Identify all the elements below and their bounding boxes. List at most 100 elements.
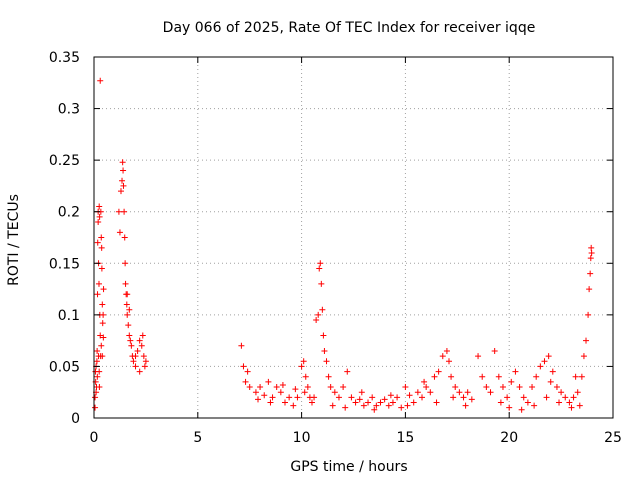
data-point [94, 291, 101, 298]
data-point [398, 404, 405, 411]
data-point [585, 311, 592, 318]
data-point [464, 389, 471, 396]
data-point [302, 373, 309, 380]
data-point [98, 244, 105, 251]
data-point [261, 392, 268, 399]
data-point [419, 394, 426, 401]
data-point [95, 280, 102, 287]
data-point [360, 402, 367, 409]
data-point [423, 384, 430, 391]
y-tick-label: 0.3 [58, 102, 80, 118]
data-point [588, 249, 595, 256]
data-point [120, 167, 127, 174]
x-tick-label: 15 [396, 430, 414, 446]
data-point [433, 399, 440, 406]
data-point [142, 358, 149, 365]
data-point [140, 353, 147, 360]
data-point [491, 347, 498, 354]
data-point [456, 389, 463, 396]
x-tick-label: 0 [90, 430, 99, 446]
data-point [445, 358, 452, 365]
data-point [121, 234, 128, 241]
data-point [290, 402, 297, 409]
data-point [265, 378, 272, 385]
data-point [119, 159, 126, 166]
data-point [558, 389, 565, 396]
data-point [410, 399, 417, 406]
data-point [329, 402, 336, 409]
data-point [134, 347, 141, 354]
data-point [313, 317, 320, 324]
data-point [98, 342, 105, 349]
data-point [545, 353, 552, 360]
data-point [497, 399, 504, 406]
data-point [533, 373, 540, 380]
data-point [531, 402, 538, 409]
data-point [562, 394, 569, 401]
data-point [315, 311, 322, 318]
data-point [132, 353, 139, 360]
data-point [414, 389, 421, 396]
data-point [99, 353, 106, 360]
data-point [331, 389, 338, 396]
data-point [252, 389, 259, 396]
data-point [574, 389, 581, 396]
data-point [352, 399, 359, 406]
data-point [323, 358, 330, 365]
data-point [520, 394, 527, 401]
data-point [588, 244, 595, 251]
data-point [448, 373, 455, 380]
data-point [443, 347, 450, 354]
data-point [512, 368, 519, 375]
data-point [377, 399, 384, 406]
data-point [506, 404, 513, 411]
data-point [100, 286, 107, 293]
data-point [387, 392, 394, 399]
chart-title: Day 066 of 2025, Rate Of TEC Index for r… [163, 20, 536, 36]
data-point [273, 384, 280, 391]
data-point [294, 394, 301, 401]
data-point [98, 234, 105, 241]
data-point [580, 353, 587, 360]
data-point [257, 384, 264, 391]
data-point [549, 368, 556, 375]
data-point [116, 229, 123, 236]
data-point [439, 353, 446, 360]
data-point [529, 384, 536, 391]
data-point [319, 306, 326, 313]
data-point [96, 368, 103, 375]
data-point [281, 399, 288, 406]
data-point [421, 378, 428, 385]
data-point [120, 182, 127, 189]
data-point [136, 337, 143, 344]
data-point [124, 311, 131, 318]
data-point [572, 373, 579, 380]
data-point [92, 404, 99, 411]
data-point [435, 368, 442, 375]
y-tick-label: 0.15 [49, 256, 80, 272]
data-point [394, 394, 401, 401]
data-point [119, 177, 126, 184]
data-point [130, 358, 137, 365]
data-point [475, 353, 482, 360]
data-point [127, 337, 134, 344]
y-tick-label: 0.1 [58, 308, 80, 324]
data-point [587, 255, 594, 262]
data-point [100, 334, 107, 341]
data-point [365, 399, 372, 406]
data-point [298, 363, 305, 370]
data-point [246, 384, 253, 391]
data-point [516, 384, 523, 391]
data-point [570, 394, 577, 401]
data-point [126, 306, 133, 313]
data-point [92, 394, 99, 401]
data-point [292, 386, 299, 393]
data-point [94, 239, 101, 246]
x-tick-label: 10 [293, 430, 311, 446]
data-point [566, 399, 573, 406]
data-point [537, 363, 544, 370]
data-point [468, 396, 475, 403]
data-point [586, 286, 593, 293]
data-point [316, 265, 323, 272]
data-point [242, 378, 249, 385]
